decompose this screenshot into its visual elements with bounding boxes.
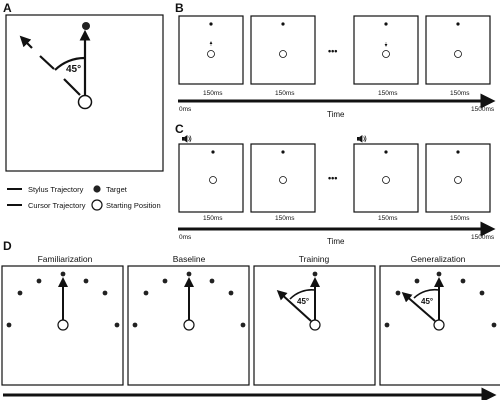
panel-b-duration-1: 150ms xyxy=(203,90,223,97)
speaker-icon-1 xyxy=(182,135,192,143)
cursor-trajectory-mid xyxy=(39,55,55,70)
phase-panel-familiarization xyxy=(1,265,124,386)
panel-b-duration-4: 150ms xyxy=(450,90,470,97)
panel-d-generalization-angle: 45° xyxy=(421,297,433,306)
phase-panel-training: 45° xyxy=(253,265,376,386)
speaker-icon-2 xyxy=(357,135,367,143)
frame-b1 xyxy=(178,15,244,85)
panel-d: D Familiarization Baseline Training Gene… xyxy=(1,239,500,400)
panel-c-axis-end: 1500ms xyxy=(471,234,495,241)
panel-d-training-angle: 45° xyxy=(297,297,309,306)
panel-c-ellipsis: ••• xyxy=(328,173,337,183)
panel-c-duration-1: 150ms xyxy=(203,215,223,222)
panel-b-ellipsis: ••• xyxy=(328,46,337,56)
panel-c-axis-title: Time xyxy=(327,237,345,246)
panel-a: A 45° Stylus Trajectory Cursor Trajector… xyxy=(3,1,164,211)
panel-b: B ••• 150ms 150ms 150ms 150ms xyxy=(175,1,496,119)
panel-b-label: B xyxy=(175,1,184,15)
cursor-trajectory-arrow xyxy=(19,35,33,49)
panel-b-duration-3: 150ms xyxy=(378,90,398,97)
frame-b4 xyxy=(425,15,491,85)
phase-title-generalization: Generalization xyxy=(411,254,466,264)
legend-stylus-label: Stylus Trajectory xyxy=(28,185,84,194)
phase-title-training: Training xyxy=(299,254,330,264)
panel-b-axis-start: 0ms xyxy=(179,106,192,113)
panel-a-angle: 45° xyxy=(66,64,81,75)
phase-panel-baseline xyxy=(127,265,250,386)
phase-title-baseline: Baseline xyxy=(173,254,206,264)
angle-arc xyxy=(54,56,86,71)
panel-c-label: C xyxy=(175,122,184,136)
panel-b-duration-2: 150ms xyxy=(275,90,295,97)
frame-c1 xyxy=(178,143,244,213)
panel-c-duration-3: 150ms xyxy=(378,215,398,222)
panel-c-duration-2: 150ms xyxy=(275,215,295,222)
panel-a-frame xyxy=(5,14,164,172)
starting-position-circle xyxy=(77,94,93,110)
target-dot xyxy=(82,22,90,30)
panel-c-axis-start: 0ms xyxy=(179,234,192,241)
phase-panel-generalization: 45° xyxy=(379,265,500,386)
frame-b2 xyxy=(250,15,316,85)
legend-target-dot xyxy=(93,185,101,193)
panel-c-duration-4: 150ms xyxy=(450,215,470,222)
panel-c: C ••• xyxy=(175,122,496,246)
panel-a-label: A xyxy=(3,1,12,15)
frame-c4 xyxy=(425,143,491,213)
frame-b3 xyxy=(353,15,419,85)
legend-cursor-label: Cursor Trajectory xyxy=(28,201,86,210)
legend-start-circle xyxy=(91,199,103,211)
legend-target-label: Target xyxy=(106,185,128,194)
phase-title-familiarization: Familiarization xyxy=(38,254,93,264)
legend: Stylus Trajectory Cursor Trajectory Targ… xyxy=(7,185,161,211)
legend-start-label: Starting Position xyxy=(106,201,161,210)
panel-b-axis-end: 1500ms xyxy=(471,106,495,113)
frame-c2 xyxy=(250,143,316,213)
frame-c3 xyxy=(353,143,419,213)
panel-b-axis-title: Time xyxy=(327,110,345,119)
cursor-trajectory-lower xyxy=(63,78,81,96)
panel-d-label: D xyxy=(3,239,12,253)
